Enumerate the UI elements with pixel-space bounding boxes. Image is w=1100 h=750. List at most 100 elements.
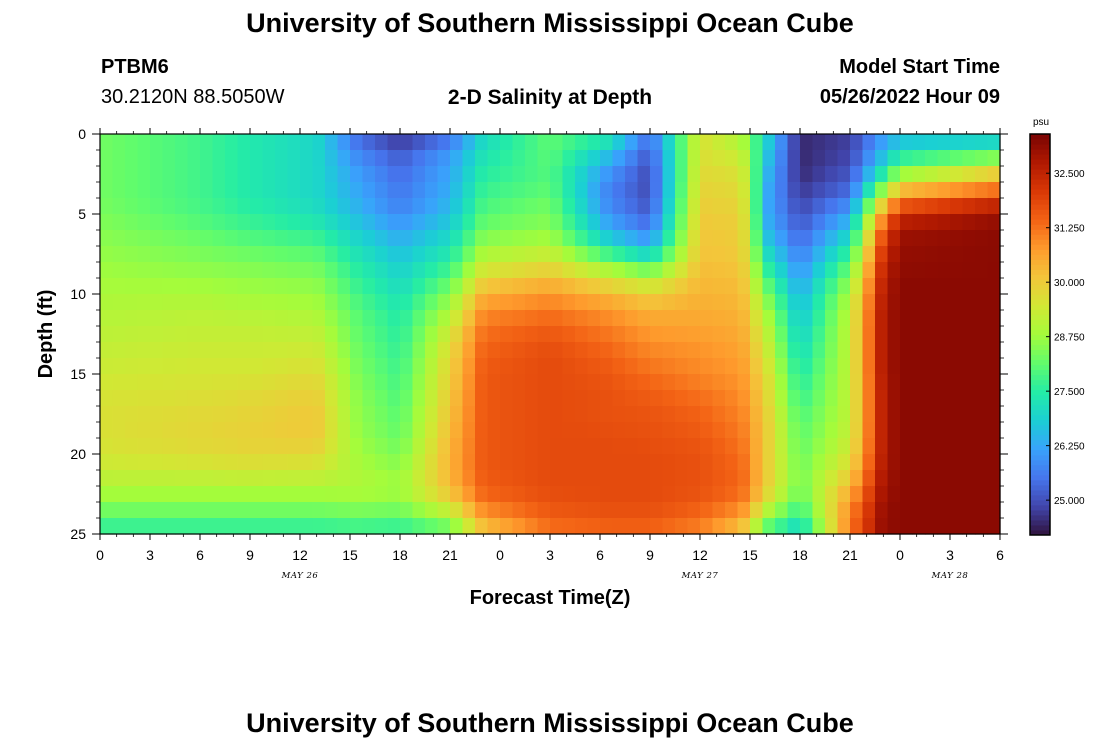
heatmap-cell: [775, 198, 789, 215]
heatmap-cell: [950, 134, 964, 151]
heatmap-cell: [500, 134, 514, 151]
colorbar-segment: [1030, 334, 1050, 341]
heatmap-cell: [512, 198, 526, 215]
heatmap-cell: [675, 278, 689, 295]
heatmap-cell: [600, 390, 614, 407]
heatmap-cell: [837, 134, 851, 151]
heatmap-cell: [712, 246, 726, 263]
heatmap-cell: [287, 326, 301, 343]
heatmap-cell: [950, 342, 964, 359]
heatmap-cell: [775, 374, 789, 391]
heatmap-cell: [225, 198, 239, 215]
colorbar-segment: [1030, 144, 1050, 150]
heatmap-cell: [925, 230, 939, 247]
heatmap-cell: [162, 262, 176, 279]
heatmap-cell: [375, 134, 389, 151]
heatmap-cell: [937, 342, 951, 359]
heatmap-cell: [175, 358, 189, 375]
heatmap-cell: [262, 342, 276, 359]
heatmap-cell: [362, 342, 376, 359]
heatmap-cell: [475, 278, 489, 295]
heatmap-cell: [300, 134, 314, 151]
heatmap-cell: [375, 486, 389, 503]
heatmap-cell: [887, 502, 901, 519]
heatmap-cell: [312, 358, 326, 375]
heatmap-cell: [987, 454, 1001, 471]
heatmap-cell: [100, 198, 114, 215]
heatmap-cell: [500, 230, 514, 247]
heatmap-cell: [212, 358, 226, 375]
heatmap-cell: [887, 422, 901, 439]
heatmap-cell: [712, 502, 726, 519]
heatmap-cell: [725, 358, 739, 375]
heatmap-cell: [675, 406, 689, 423]
heatmap-cell: [987, 214, 1001, 231]
heatmap-cell: [687, 198, 701, 215]
heatmap-cell: [200, 454, 214, 471]
heatmap-cell: [475, 518, 489, 535]
heatmap-cell: [137, 486, 151, 503]
colorbar-segment: [1030, 434, 1050, 441]
heatmap-cell: [287, 486, 301, 503]
heatmap-cell: [925, 502, 939, 519]
heatmap-cell: [812, 342, 826, 359]
heatmap-cell: [850, 246, 864, 263]
heatmap-cell: [387, 470, 401, 487]
heatmap-cell: [875, 326, 889, 343]
x-tick-label: 3: [546, 547, 554, 563]
heatmap-cell: [900, 342, 914, 359]
heatmap-cell: [375, 438, 389, 455]
heatmap-cell: [187, 486, 201, 503]
heatmap-cell: [637, 278, 651, 295]
heatmap-cell: [775, 150, 789, 167]
heatmap-cell: [625, 486, 639, 503]
heatmap-cell: [600, 470, 614, 487]
heatmap-cell: [712, 134, 726, 151]
heatmap-cell: [512, 134, 526, 151]
heatmap-cell: [600, 406, 614, 423]
heatmap-cell: [712, 230, 726, 247]
heatmap-cell: [750, 198, 764, 215]
heatmap-cell: [637, 502, 651, 519]
heatmap-cell: [825, 390, 839, 407]
heatmap-cell: [400, 326, 414, 343]
heatmap-cell: [500, 454, 514, 471]
heatmap-cell: [587, 390, 601, 407]
heatmap-cell: [887, 150, 901, 167]
heatmap-cell: [137, 230, 151, 247]
heatmap-cell: [100, 214, 114, 231]
heatmap-cell: [350, 278, 364, 295]
heatmap-cell: [462, 278, 476, 295]
heatmap-cell: [925, 358, 939, 375]
heatmap-cell: [500, 406, 514, 423]
colorbar-segment: [1030, 279, 1050, 285]
heatmap-cell: [212, 454, 226, 471]
heatmap-cell: [512, 470, 526, 487]
heatmap-cell: [250, 198, 264, 215]
heatmap-cell: [800, 262, 814, 279]
heatmap-cell: [787, 198, 801, 215]
heatmap-cell: [237, 502, 251, 519]
heatmap-cell: [587, 134, 601, 151]
heatmap-cell: [525, 278, 539, 295]
heatmap-cell: [475, 358, 489, 375]
heatmap-cell: [725, 214, 739, 231]
heatmap-cell: [200, 486, 214, 503]
heatmap-cell: [787, 166, 801, 183]
heatmap-cell: [975, 406, 989, 423]
heatmap-cell: [575, 422, 589, 439]
colorbar-segment: [1030, 274, 1050, 280]
heatmap-cell: [287, 310, 301, 327]
heatmap-cell: [662, 502, 676, 519]
x-tick-label: 15: [742, 547, 758, 563]
heatmap-cell: [787, 502, 801, 519]
heatmap-cell: [237, 134, 251, 151]
heatmap-cell: [737, 422, 751, 439]
heatmap-cell: [487, 358, 501, 375]
heatmap-cell: [525, 390, 539, 407]
heatmap-cell: [212, 182, 226, 199]
heatmap-cell: [762, 310, 776, 327]
heatmap-cell: [250, 246, 264, 263]
heatmap-cell: [612, 310, 626, 327]
heatmap-cell: [237, 198, 251, 215]
